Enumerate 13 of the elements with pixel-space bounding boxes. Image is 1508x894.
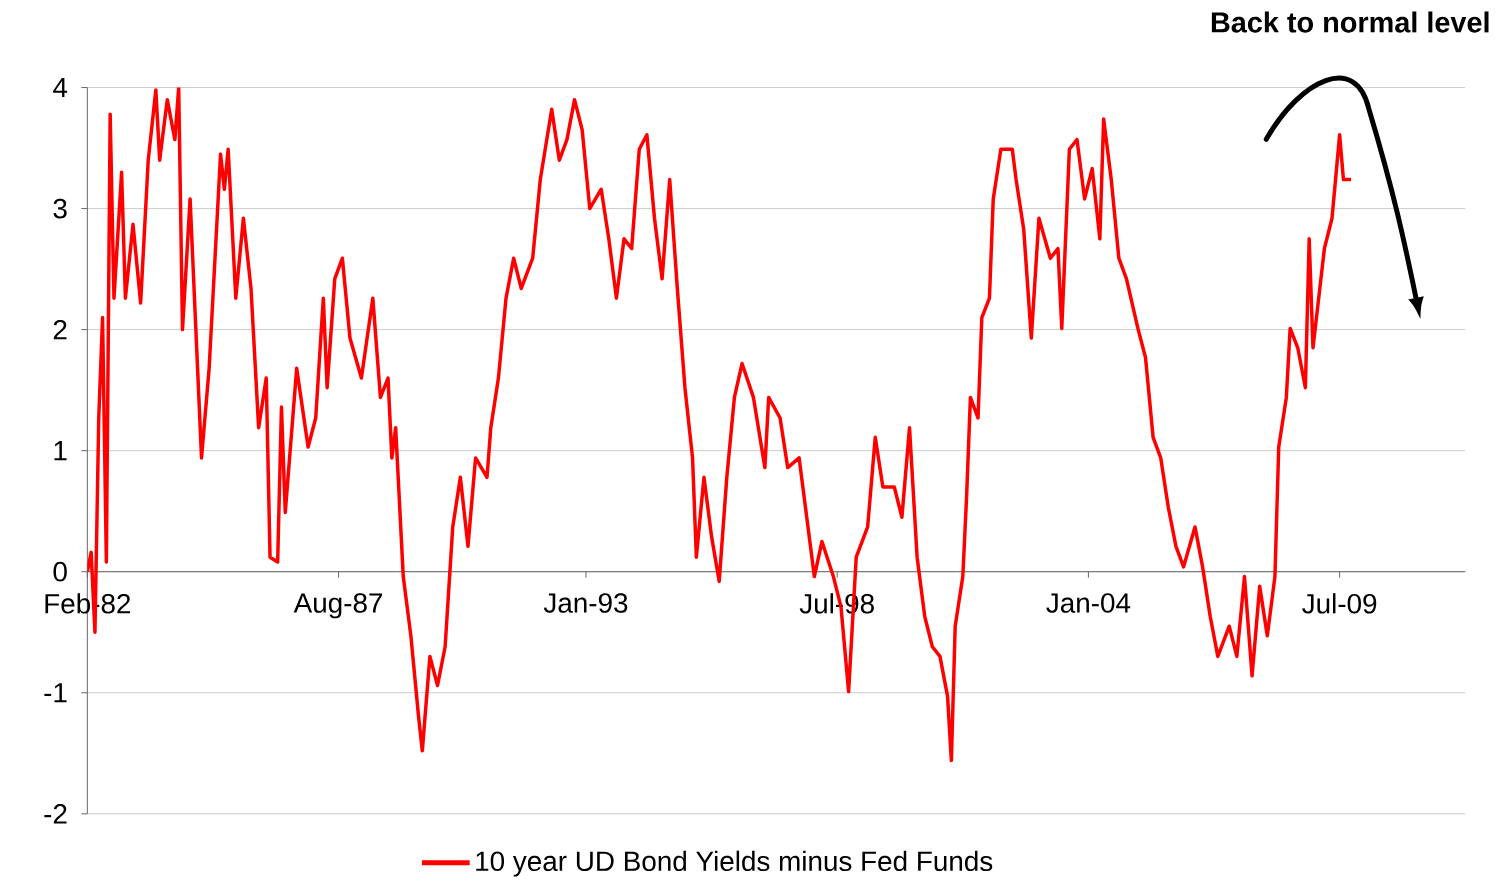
text: Back to normal level [1211, 11, 1489, 33]
x-tick-label: Jan-04 [1046, 592, 1131, 613]
y-tick-label: -2 [44, 803, 67, 824]
y-tick-label: 0 [53, 561, 67, 582]
x-tick-label: Jul-09 [1302, 592, 1377, 614]
y-tick-label: -1 [44, 682, 67, 703]
y-tick-label: 3 [53, 198, 67, 219]
y-tick-label: 4 [53, 77, 68, 97]
y-tick-label: 1 [54, 440, 67, 461]
x-tick-label: Aug-87 [293, 592, 383, 619]
legend-label: 10 year UD Bond Yields minus Fed Funds [476, 850, 993, 877]
y-tick-label: 2 [53, 319, 67, 340]
x-tick-label: Jan-93 [543, 592, 628, 613]
